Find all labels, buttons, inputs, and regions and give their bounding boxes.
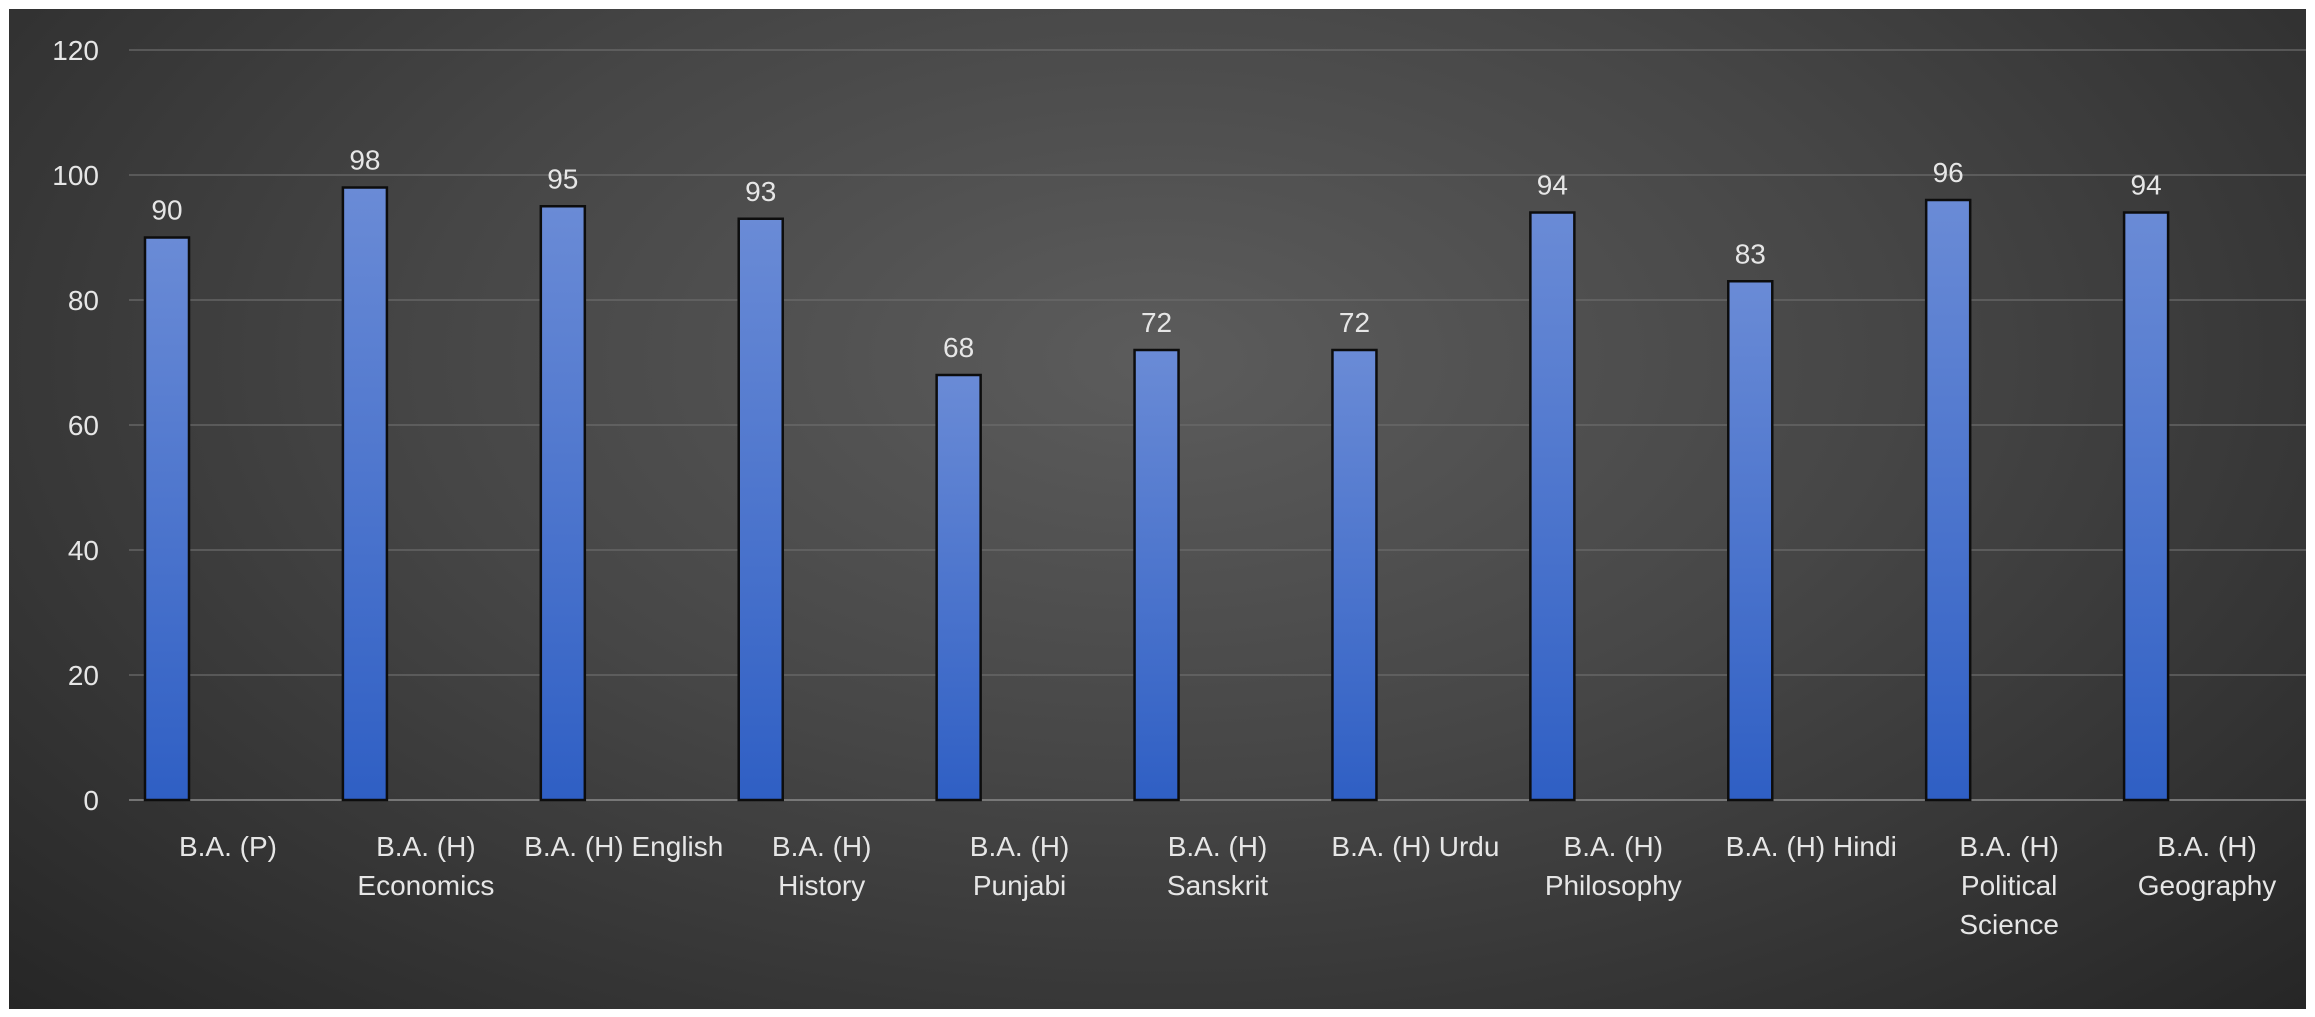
data-label: 90 xyxy=(151,195,182,226)
y-tick-label: 80 xyxy=(68,285,99,316)
x-tick-label: B.A. (H) Urdu xyxy=(1331,831,1499,862)
x-tick-label: B.A. (H) English xyxy=(524,831,723,862)
y-tick-label: 20 xyxy=(68,660,99,691)
bars xyxy=(143,186,2170,802)
bar xyxy=(1924,198,1972,802)
x-tick-label-line: B.A. (H) xyxy=(376,831,476,862)
bar xyxy=(1727,280,1774,802)
data-label: 68 xyxy=(943,332,974,363)
x-tick-label: B.A. (H) Hindi xyxy=(1726,831,1897,862)
bar xyxy=(737,217,784,802)
x-tick-label-line: B.A. (H) xyxy=(772,831,872,862)
x-tick-label-line: B.A. (H) xyxy=(1168,831,1268,862)
bar-chart: 0 20 40 60 80 100 120 90 98 95 93 68 72 72 94 83 96 94 B… xyxy=(52,35,2306,940)
y-tick-label: 100 xyxy=(52,160,99,191)
x-tick-label-line: Science xyxy=(1959,909,2059,940)
x-tick-label-line: Political xyxy=(1961,870,2057,901)
x-tick-label: B.A. (H) Philosophy xyxy=(1545,831,1682,901)
x-tick-label-line: B.A. (P) xyxy=(179,831,277,862)
x-tick-label: B.A. (H) Punjabi xyxy=(970,831,1070,901)
x-tick-label: B.A. (P) xyxy=(179,831,277,862)
bar xyxy=(935,373,982,802)
bar xyxy=(1331,348,1378,802)
x-tick-label-line: B.A. (H) xyxy=(1564,831,1664,862)
x-tick-label-line: B.A. (H) Urdu xyxy=(1331,831,1499,862)
data-label: 95 xyxy=(547,163,578,194)
x-tick-label-line: B.A. (H) xyxy=(1959,831,2059,862)
bar xyxy=(341,186,389,802)
bar xyxy=(2122,211,2170,802)
x-tick-label: B.A. (H) Economics xyxy=(357,831,494,901)
bar xyxy=(539,205,587,802)
bar xyxy=(143,236,191,802)
x-tick-label: B.A. (H) Geography xyxy=(2138,831,2277,901)
y-tick-label: 120 xyxy=(52,35,99,66)
y-axis-ticks: 0 20 40 60 80 100 120 xyxy=(52,35,99,816)
data-label: 72 xyxy=(1141,307,1172,338)
x-tick-label-line: B.A. (H) xyxy=(970,831,1070,862)
x-tick-label-line: Sanskrit xyxy=(1167,870,1268,901)
chart-frame: 0 20 40 60 80 100 120 90 98 95 93 68 72 72 94 83 96 94 B… xyxy=(9,9,2306,1009)
gridlines xyxy=(129,49,2306,801)
bar xyxy=(1529,211,1576,802)
x-tick-label: B.A. (H) Political Science xyxy=(1959,831,2059,940)
data-labels: 90 98 95 93 68 72 72 94 83 96 94 xyxy=(151,145,2161,364)
x-tick-label-line: Punjabi xyxy=(973,870,1066,901)
x-tick-label-line: Economics xyxy=(357,870,494,901)
x-tick-label-line: Geography xyxy=(2138,870,2277,901)
x-tick-label: B.A. (H) History xyxy=(772,831,872,901)
data-label: 93 xyxy=(745,176,776,207)
data-label: 72 xyxy=(1339,307,1370,338)
x-tick-label-line: Philosophy xyxy=(1545,870,1682,901)
data-label: 98 xyxy=(349,145,380,176)
x-tick-label-line: B.A. (H) xyxy=(2157,831,2257,862)
y-tick-label: 0 xyxy=(83,785,99,816)
x-tick-label: B.A. (H) Sanskrit xyxy=(1167,831,1268,901)
data-label: 94 xyxy=(1537,170,1568,201)
x-tick-label-line: B.A. (H) Hindi xyxy=(1726,831,1897,862)
y-tick-label: 60 xyxy=(68,410,99,441)
y-tick-label: 40 xyxy=(68,535,99,566)
data-label: 96 xyxy=(1933,157,1964,188)
data-label: 94 xyxy=(2131,170,2162,201)
data-label: 83 xyxy=(1735,238,1766,269)
x-axis-ticks: B.A. (P) B.A. (H) Economics B.A. (H) Englis… xyxy=(179,831,2276,940)
x-tick-label-line: History xyxy=(778,870,865,901)
bar xyxy=(1133,348,1180,802)
x-tick-label-line: B.A. (H) English xyxy=(524,831,723,862)
